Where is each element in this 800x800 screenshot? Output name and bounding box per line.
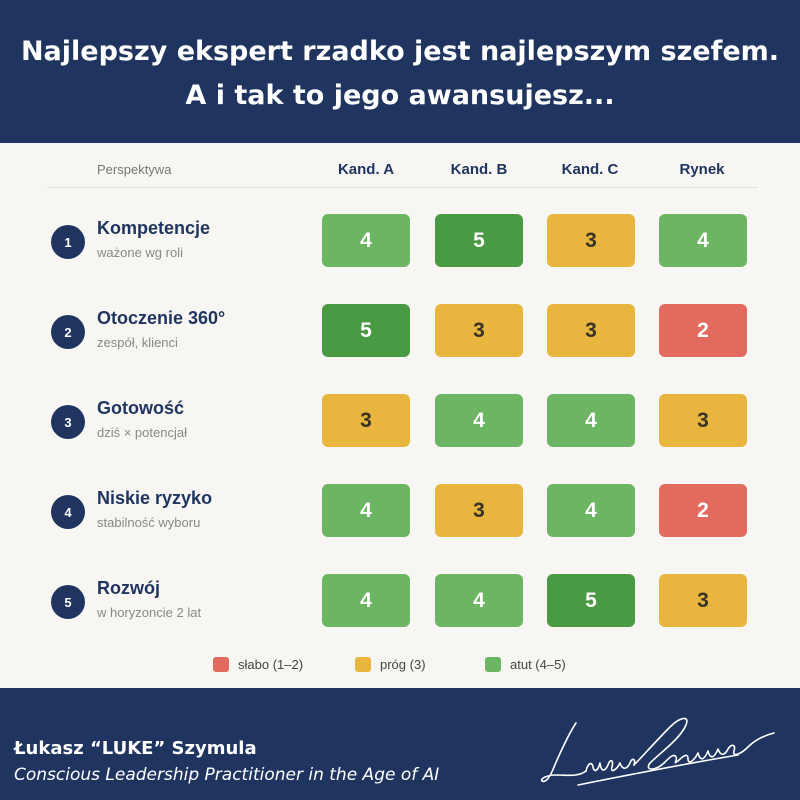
score-cell: 4	[435, 574, 523, 627]
legend-swatch-threshold	[355, 656, 371, 672]
score-cell: 4	[322, 214, 410, 267]
score-cell: 3	[435, 304, 523, 357]
criterion-row: 4 Niskie ryzyko stabilność wyboru 4 3 4 …	[0, 484, 800, 538]
legend-item-threshold: próg (3)	[355, 655, 426, 673]
legend-label-threshold: próg (3)	[380, 656, 426, 672]
legend-item-strength: atut (4–5)	[485, 655, 566, 673]
score-cell: 3	[547, 304, 635, 357]
criterion-subtitle: ważone wg roli	[97, 245, 183, 260]
legend-label-strength: atut (4–5)	[510, 656, 566, 672]
row-number-badge: 3	[51, 405, 85, 439]
score-cell: 2	[659, 304, 747, 357]
criterion-row: 2 Otoczenie 360° zespół, klienci 5 3 3 2	[0, 304, 800, 358]
score-cell: 3	[659, 574, 747, 627]
criterion-title: Kompetencje	[97, 218, 211, 238]
legend-swatch-strength	[485, 656, 501, 672]
score-cell: 4	[547, 394, 635, 447]
row-number-badge: 5	[51, 585, 85, 619]
criterion-subtitle: w horyzoncie 2 lat	[97, 605, 202, 620]
criterion-row: 1 Kompetencje ważone wg roli 4 5 3 4	[0, 214, 800, 268]
score-cell: 3	[547, 214, 635, 267]
perspective-column-header: Perspektywa	[97, 162, 172, 177]
legend-label-weak: słabo (1–2)	[238, 656, 304, 672]
handwritten-signature	[540, 717, 775, 786]
score-cell: 4	[659, 214, 747, 267]
column-header-kand-c: Kand. C	[561, 161, 619, 178]
score-cell: 2	[659, 484, 747, 537]
author-name: Łukasz “LUKE” Szymula	[14, 738, 257, 759]
author-tagline: Conscious Leadership Practitioner in the…	[14, 765, 440, 785]
column-header-rynek: Rynek	[679, 161, 725, 178]
score-cell: 4	[322, 574, 410, 627]
score-cell: 4	[547, 484, 635, 537]
score-cell: 4	[322, 484, 410, 537]
score-cell: 5	[435, 214, 523, 267]
criterion-subtitle: stabilność wyboru	[97, 515, 201, 530]
headline-line-1: Najlepszy ekspert rzadko jest najlepszym…	[20, 35, 780, 67]
row-number-badge: 4	[51, 495, 85, 529]
criterion-row: 3 Gotowość dziś × potencjał 3 4 4 3	[0, 394, 800, 448]
column-header-kand-b: Kand. B	[450, 161, 508, 178]
criterion-title: Niskie ryzyko	[97, 488, 213, 508]
legend-item-weak: słabo (1–2)	[213, 655, 303, 673]
criterion-subtitle: zespół, klienci	[97, 335, 178, 350]
header-banner: Najlepszy ekspert rzadko jest najlepszym…	[0, 0, 800, 143]
score-cell: 3	[659, 394, 747, 447]
footer-banner	[0, 688, 800, 800]
criterion-subtitle: dziś × potencjał	[97, 425, 187, 440]
score-cell: 5	[322, 304, 410, 357]
score-cell: 3	[322, 394, 410, 447]
headline-line-2: A i tak to jego awansujesz...	[185, 79, 615, 111]
column-header-kand-a: Kand. A	[337, 161, 395, 178]
score-cell: 4	[435, 394, 523, 447]
criterion-title: Rozwój	[97, 578, 160, 598]
score-cell: 3	[435, 484, 523, 537]
score-cell: 5	[547, 574, 635, 627]
row-number-badge: 1	[51, 225, 85, 259]
criterion-row: 5 Rozwój w horyzoncie 2 lat 4 4 5 3	[0, 574, 800, 628]
header-divider	[47, 187, 758, 188]
criterion-title: Otoczenie 360°	[97, 308, 226, 328]
legend-swatch-weak	[213, 656, 229, 672]
row-number-badge: 2	[51, 315, 85, 349]
criterion-title: Gotowość	[97, 398, 185, 418]
